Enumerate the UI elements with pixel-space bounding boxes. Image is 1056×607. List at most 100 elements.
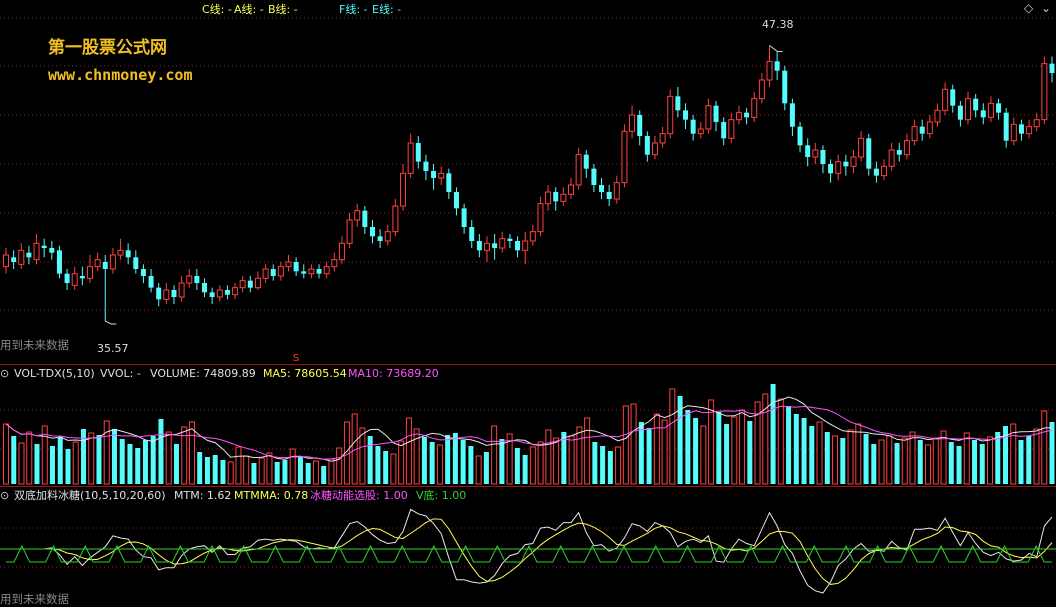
volume-bar-up [88, 432, 95, 485]
candle-body-up [262, 268, 269, 279]
candle-body-down [797, 126, 803, 146]
candle-body-down [805, 145, 811, 157]
volume-bar-down [321, 466, 327, 484]
candle-body-down [683, 110, 689, 120]
candle-body-up [835, 161, 842, 174]
candle-body-up [1026, 126, 1033, 135]
candle-body-up [934, 109, 941, 123]
candle-body-down [301, 271, 307, 274]
volume-bar-up [390, 453, 397, 485]
legend-c-line: C线: - [202, 3, 232, 16]
mtm-line [6, 508, 1053, 594]
volume-bar-up [312, 460, 319, 485]
indicator-lines [0, 508, 1056, 594]
candle-body-up [277, 266, 284, 277]
volume-bar-down [607, 451, 613, 484]
volume-bar-down [514, 448, 520, 484]
candle-body-down [369, 227, 375, 237]
candle-body-down [866, 138, 872, 169]
volume-bar-up [491, 425, 498, 485]
volume-bar-up [405, 417, 412, 485]
candle-body-down [41, 245, 47, 248]
volume-panel-toggle-icon[interactable]: ⊙ [0, 367, 10, 380]
candle-body-up [545, 191, 552, 205]
candle-body-up [758, 79, 765, 100]
candle-body-down [599, 185, 605, 192]
volume-bar-down [979, 444, 985, 484]
volume-bar-down [383, 451, 389, 484]
candle-body-down [133, 257, 139, 269]
volume-bar-down [972, 440, 978, 484]
candle-body-up [400, 172, 407, 207]
diamond-icon[interactable]: ◇ [1024, 1, 1034, 15]
volume-bar-up [235, 446, 242, 485]
volume-bar-up [762, 393, 769, 485]
volume-bar-down [638, 422, 644, 484]
candle-body-down [224, 290, 230, 295]
volume-bar-up [258, 457, 265, 485]
volume-bar-down [11, 436, 17, 484]
candle-body-down [606, 192, 612, 199]
legend-b-line: B线: - [268, 3, 298, 16]
legend-f-line: F线: - [339, 3, 368, 16]
candle-body-up [484, 242, 491, 251]
candle-body-down [828, 164, 834, 174]
candle-body-down [362, 210, 368, 227]
volume-bar-up [243, 455, 250, 485]
candle-body-up [751, 98, 758, 118]
candle-body-down [973, 98, 979, 111]
volume-bar-down [150, 436, 156, 484]
volume-bar-up [754, 401, 761, 485]
volume-bar-up [18, 442, 25, 485]
candle-body-up [331, 259, 338, 268]
candle-body-up [629, 114, 636, 132]
candle-body-down [476, 241, 482, 251]
volume-bar-up [940, 430, 947, 485]
chevron-down-icon[interactable]: ⌄ [1041, 1, 1052, 15]
volume-bar-down [220, 460, 226, 484]
candle-body-down [316, 269, 322, 274]
candle-body-up [1010, 123, 1017, 142]
volume-bar-up [359, 427, 366, 485]
volume-bar-down [34, 444, 40, 484]
indicator-future-note: 用到未来数据 [0, 592, 69, 606]
panel-dividers [0, 364, 1056, 487]
candle-body-up [117, 249, 124, 256]
volume-bar-down [956, 446, 962, 484]
volume-bar-up [289, 448, 296, 485]
candle-body-up [560, 193, 567, 202]
volume-bar-up [537, 441, 544, 485]
volume-bar-down [65, 449, 71, 484]
volume-bar-down [445, 435, 451, 484]
low-price-label: 35.57 [97, 342, 129, 355]
volume-bar-up [328, 458, 335, 485]
volume-bar-down [685, 410, 691, 484]
candle-body-up [659, 133, 666, 144]
candle-body-up [522, 240, 529, 251]
volume-bar-up [816, 421, 823, 485]
volume-bar-down [305, 463, 311, 484]
candle-body-down [713, 105, 719, 122]
volume-bar-up [901, 437, 908, 485]
candle-body-up [651, 142, 658, 156]
volume-bar-down [600, 446, 606, 484]
candle-body-down [11, 257, 17, 262]
volume-bar-down [483, 452, 489, 484]
mtmma-line [6, 518, 1053, 585]
candle-body-down [49, 248, 55, 253]
indicator-panel-toggle-icon[interactable]: ⊙ [0, 489, 10, 502]
volume-bar-down [135, 448, 141, 484]
candle-body-up [3, 254, 9, 268]
volume-bar-up [181, 426, 188, 485]
indicator-mtmma: MTMMA: 0.78 [234, 489, 309, 502]
volume-bar-up [336, 447, 343, 485]
volume-bar-down [646, 428, 652, 484]
candle-body-up [239, 280, 246, 289]
candle-body-up [338, 242, 345, 261]
volume-bar-down [282, 460, 288, 484]
volume-bar-up [26, 431, 33, 485]
volume-bar-down [251, 463, 257, 484]
vdi-zigzag-line [6, 544, 1052, 563]
